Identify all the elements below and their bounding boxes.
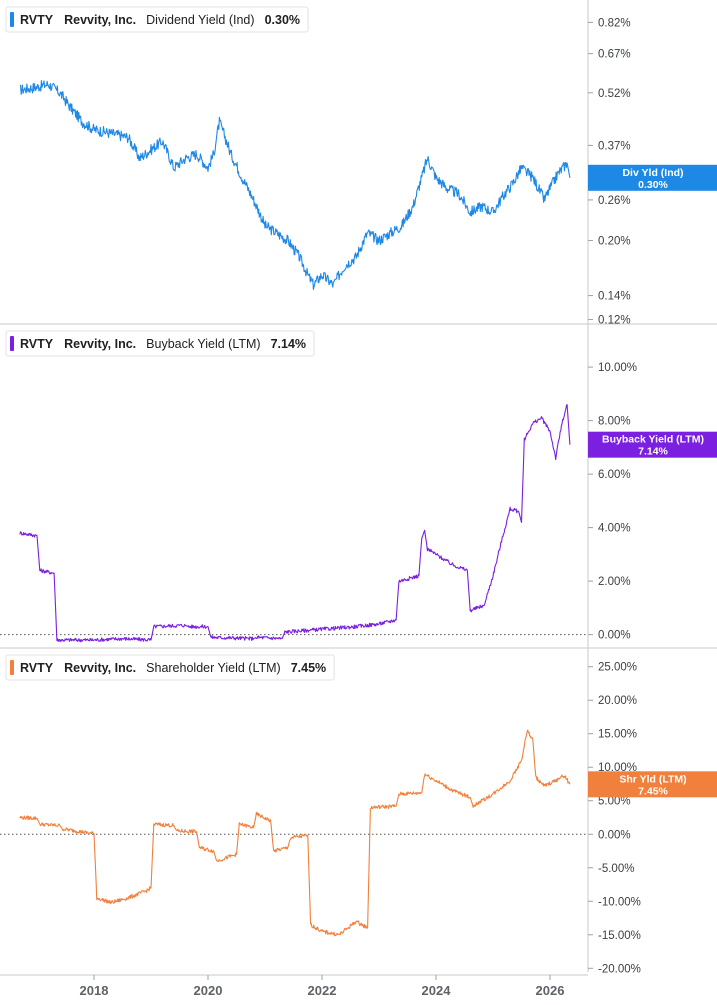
value-flag-value: 7.14% [638, 446, 668, 458]
panel-2: 0.00% 2.00% 4.00% 6.00% 8.00% 10.00% RVTY Revvi… [0, 323, 717, 648]
y-tick-label: 6.00% [598, 469, 631, 481]
y-tick-label: 25.00% [598, 662, 637, 674]
series-line [19, 80, 571, 291]
header-color-marker [10, 336, 14, 351]
y-tick-label: 10.00% [598, 762, 637, 774]
header-box [5, 330, 315, 357]
series-line [19, 729, 571, 937]
y-tick-label: 5.00% [598, 796, 631, 808]
value-flag-label: Buyback Yield (LTM) [602, 434, 704, 446]
header-ticker: RVTY [20, 13, 54, 27]
y-tick-label: 0.00% [598, 630, 631, 642]
header-color-marker [10, 12, 14, 27]
panel-3: -20.00% -15.00% -10.00% -5.00% 0.00% 5.00% 10.… [0, 647, 717, 975]
value-flag-label: Shr Yld (LTM) [619, 773, 686, 785]
header-company: Revvity, Inc. [64, 13, 136, 27]
y-tick-label: -5.00% [598, 863, 634, 875]
header-box [5, 654, 335, 681]
y-tick-label: 0.00% [598, 829, 631, 841]
header-ticker: RVTY [20, 661, 54, 675]
header-box [5, 6, 309, 33]
y-tick-label: 2.00% [598, 576, 631, 588]
y-tick-label: 0.26% [598, 195, 631, 207]
y-tick-label: 4.00% [598, 523, 631, 535]
panel-header: RVTY Revvity, Inc. Shareholder Yield (LTM)… [5, 654, 335, 681]
series-line [19, 404, 571, 643]
header-metric: Dividend Yield (Ind) [146, 13, 254, 27]
x-axis: 2018 2020 2022 2024 2026 [0, 974, 588, 998]
y-tick-label: 0.12% [598, 314, 631, 326]
header-metric: Shareholder Yield (LTM) [146, 661, 281, 675]
header-color-marker [10, 660, 14, 675]
header-metric: Buyback Yield (LTM) [146, 337, 260, 351]
y-tick-label: 8.00% [598, 416, 631, 428]
value-flag-bg [588, 771, 717, 798]
y-tick-label: 0.82% [598, 17, 631, 29]
y-tick-label: 0.52% [598, 88, 631, 100]
header-value: 0.30% [265, 13, 300, 27]
y-tick-label: -20.00% [598, 963, 641, 975]
x-tick-label: 2026 [536, 983, 565, 998]
value-flag: Shr Yld (LTM)7.45% [588, 771, 717, 798]
header-value: 7.45% [291, 661, 326, 675]
header-value: 7.14% [271, 337, 306, 351]
header-company: Revvity, Inc. [64, 661, 136, 675]
y-tick-label: 0.14% [598, 291, 631, 303]
y-tick-label: 0.67% [598, 49, 631, 61]
panel-header: RVTY Revvity, Inc. Buyback Yield (LTM) 7.14… [5, 330, 315, 357]
x-tick-label: 2018 [80, 983, 109, 998]
x-tick-label: 2020 [194, 983, 223, 998]
y-tick-label: 0.20% [598, 235, 631, 247]
y-tick-label: -10.00% [598, 896, 641, 908]
y-tick-label: 0.37% [598, 140, 631, 152]
y-tick-label: 20.00% [598, 695, 637, 707]
value-flag: Div Yld (Ind)0.30% [588, 164, 717, 191]
y-tick-label: -15.00% [598, 930, 641, 942]
value-flag-value: 0.30% [638, 179, 668, 191]
header-company: Revvity, Inc. [64, 337, 136, 351]
value-flag-bg [588, 431, 717, 458]
panel-1: 0.12% 0.14% 0.20% 0.26% 0.37% 0.52% 0.67% 0.82%… [5, 0, 717, 326]
value-flag-label: Div Yld (Ind) [622, 167, 683, 179]
x-tick-label: 2022 [308, 983, 337, 998]
y-tick-label: 15.00% [598, 729, 637, 741]
y-tick-label: 10.00% [598, 362, 637, 374]
x-tick-label: 2024 [422, 983, 452, 998]
panel-header: RVTY Revvity, Inc. Dividend Yield (Ind) 0.3… [5, 6, 309, 33]
value-flag: Buyback Yield (LTM)7.14% [588, 431, 717, 458]
value-flag-bg [588, 164, 717, 191]
header-ticker: RVTY [20, 337, 54, 351]
value-flag-value: 7.45% [638, 785, 668, 797]
